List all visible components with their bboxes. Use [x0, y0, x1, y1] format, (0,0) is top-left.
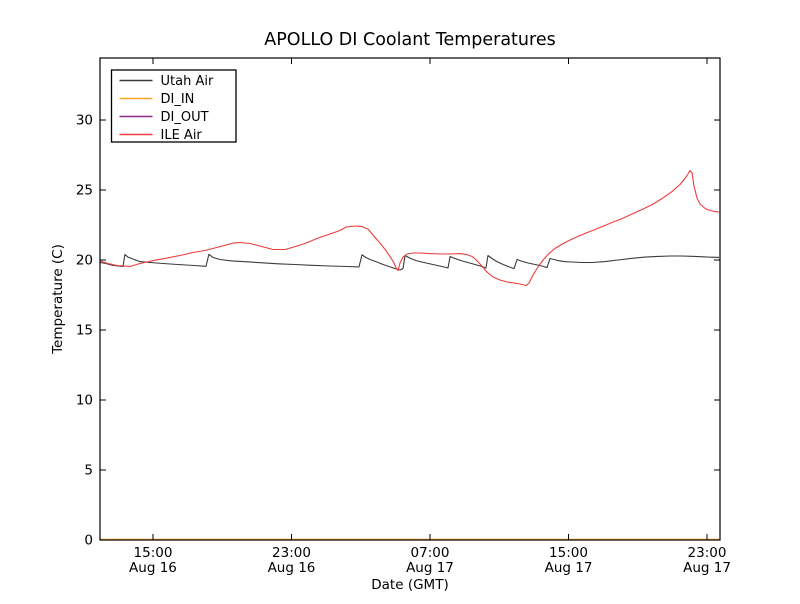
legend-label-di-out: DI_OUT [161, 110, 209, 125]
series-line-utah-air [99, 253, 720, 271]
legend: Utah Air DI_IN DI_OUT ILE Air [110, 69, 237, 143]
x-tick-label-time: 15:00 [134, 545, 173, 561]
x-tick-label-time: 07:00 [411, 545, 450, 561]
y-tick-label: 15 [76, 323, 93, 339]
y-tick-label: 25 [76, 183, 93, 199]
x-tick-label-date: Aug 16 [129, 560, 177, 576]
y-tick-label: 5 [84, 463, 93, 479]
x-tick-label-date: Aug 17 [545, 560, 593, 576]
x-tick-label-date: Aug 16 [268, 560, 316, 576]
legend-label-di-in: DI_IN [161, 92, 195, 107]
axes-frame [99, 57, 721, 541]
x-tick-label-date: Aug 17 [406, 560, 454, 576]
x-tick-label-time: 23:00 [272, 545, 311, 561]
legend-label-utah-air: Utah Air [161, 74, 214, 89]
y-tick-label: 0 [84, 533, 93, 549]
y-tick-label: 20 [76, 253, 93, 269]
x-tick-label-time: 23:00 [688, 545, 727, 561]
y-tick-label: 30 [76, 113, 93, 129]
legend-box [110, 69, 237, 143]
chart-title: APOLLO DI Coolant Temperatures [264, 30, 555, 50]
x-axis-label: Date (GMT) [371, 577, 448, 593]
x-tick-label-date: Aug 17 [683, 560, 731, 576]
y-tick-label: 10 [76, 393, 93, 409]
y-axis-label: Temperature (C) [50, 244, 66, 355]
series-line-ile-air [99, 170, 720, 287]
x-tick-label-time: 15:00 [549, 545, 588, 561]
legend-label-ile-air: ILE Air [161, 128, 203, 143]
